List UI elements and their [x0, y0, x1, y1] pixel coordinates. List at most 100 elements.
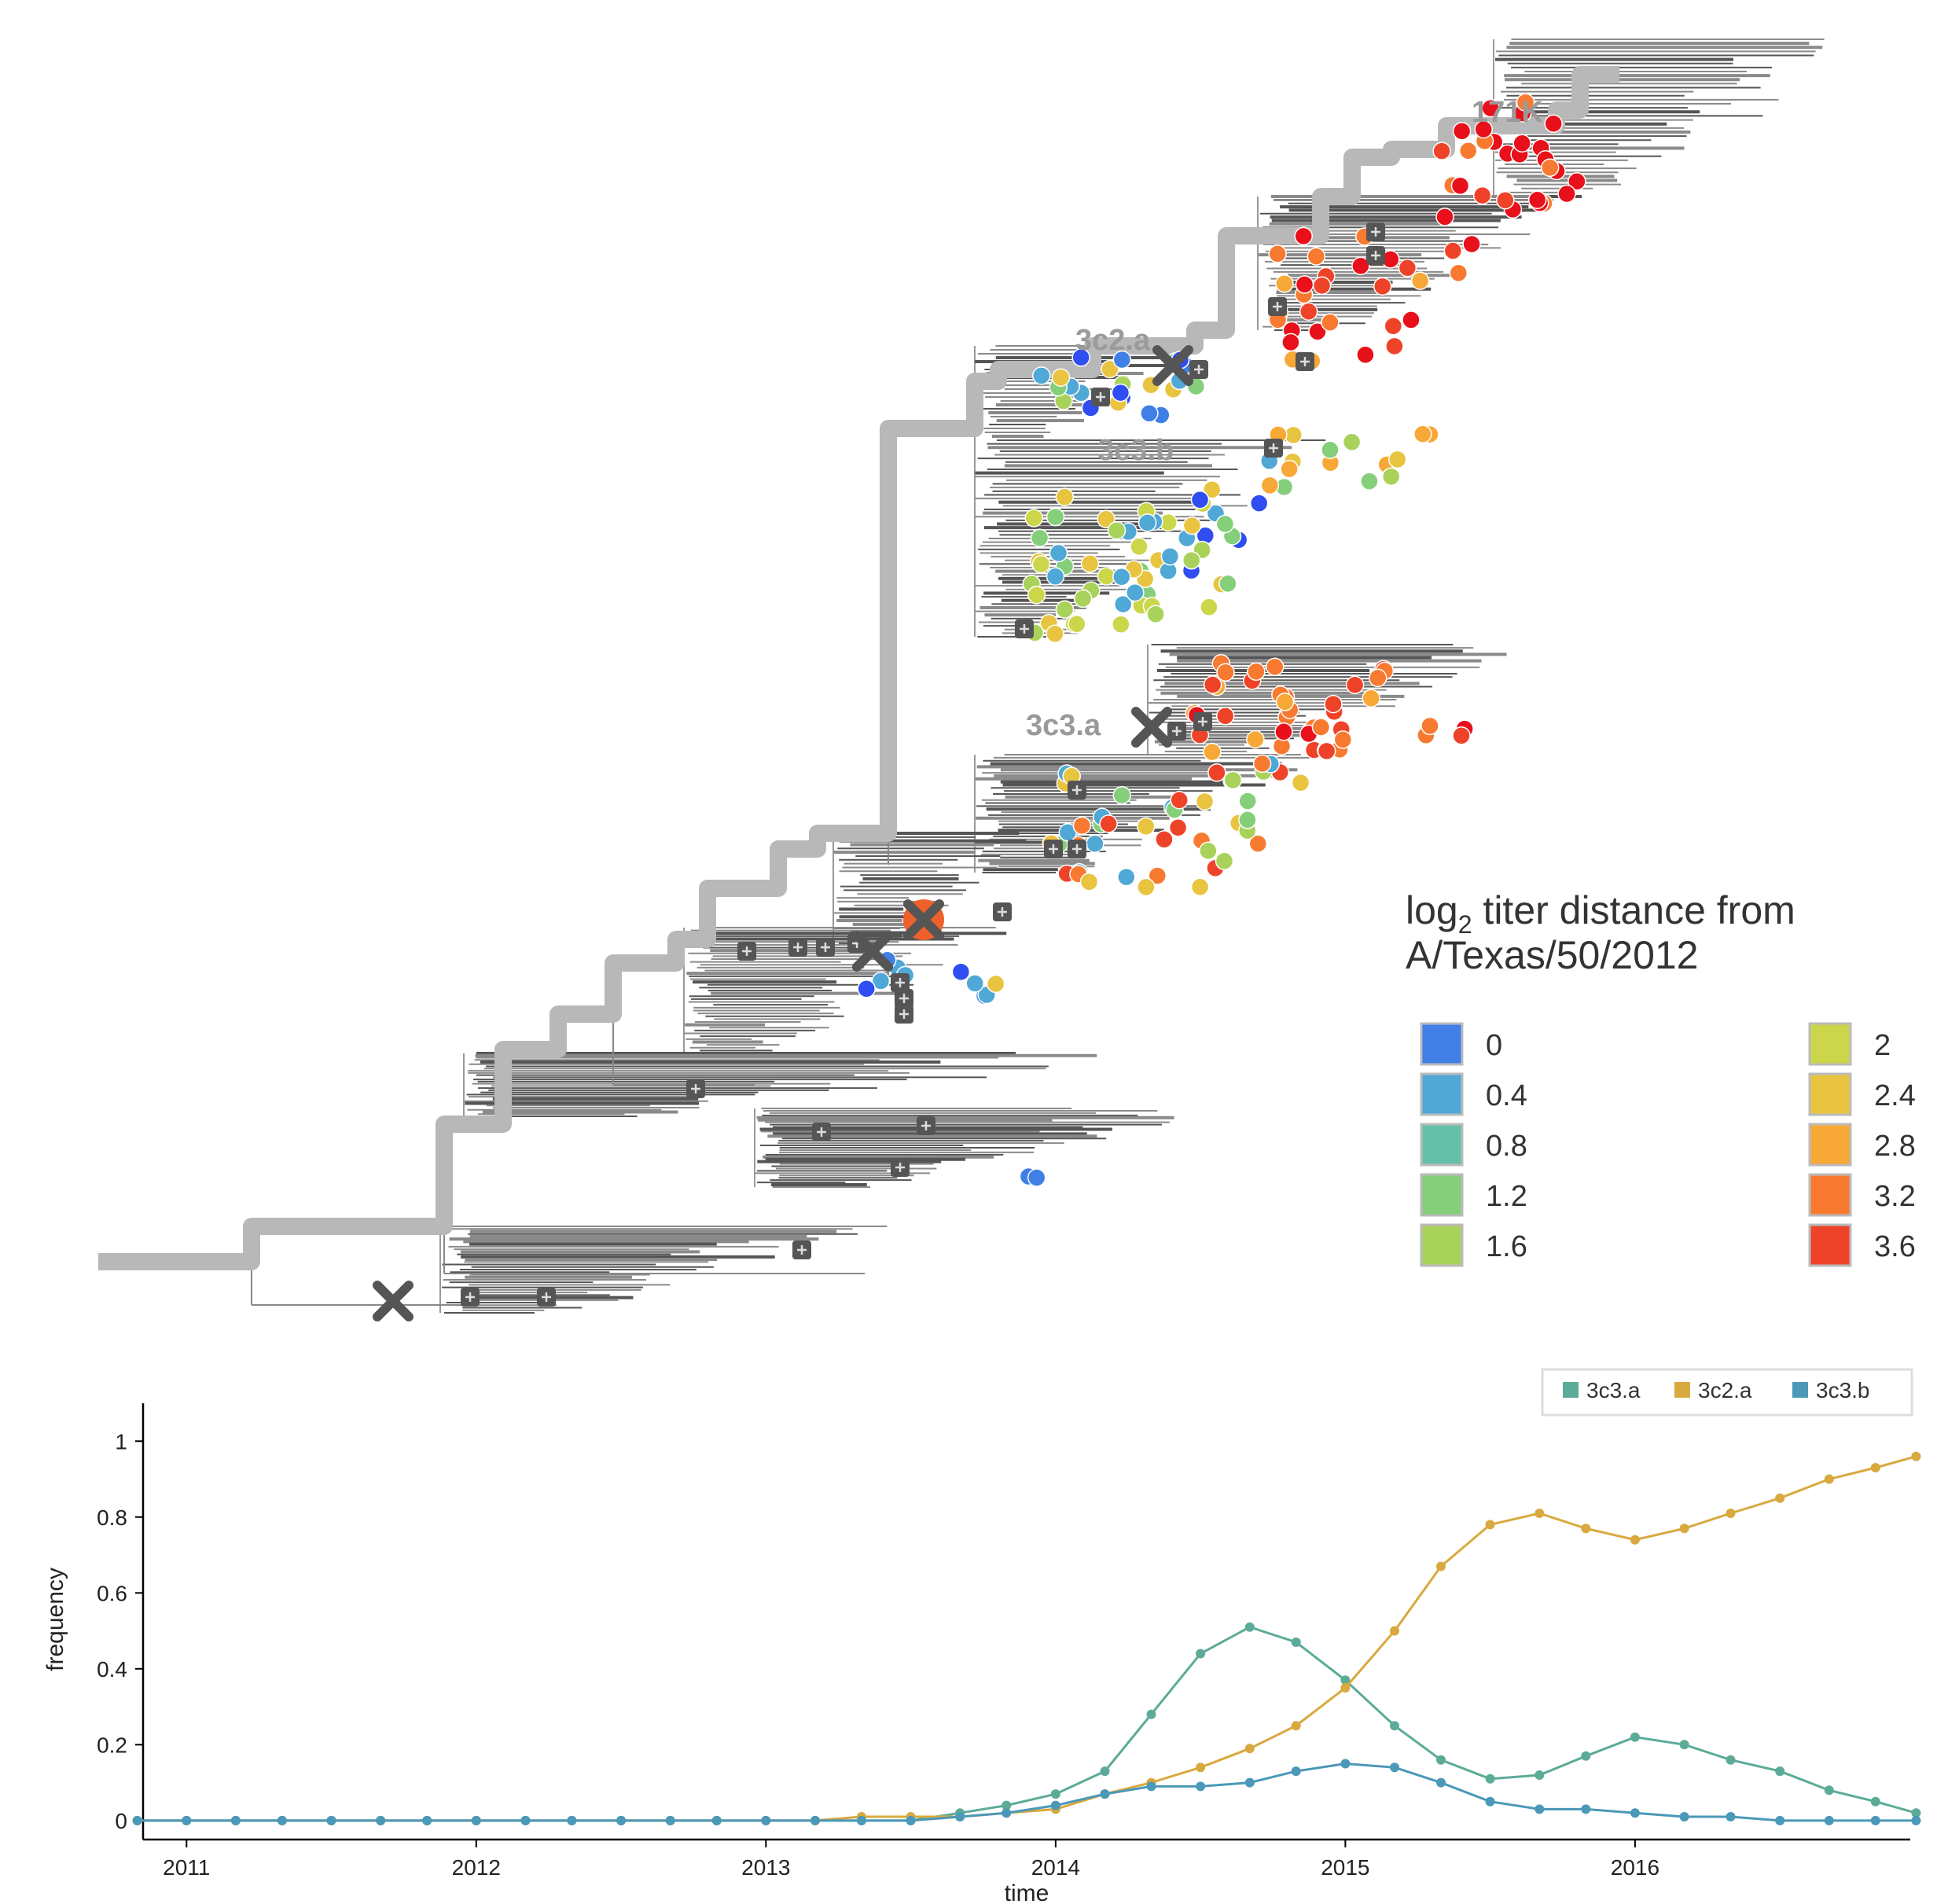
- legend-entry: 0: [1420, 1022, 1502, 1066]
- series-3c2.a: [132, 1451, 1921, 1825]
- series-point: [1824, 1815, 1834, 1825]
- trunk-path: [98, 66, 1619, 1270]
- tree-tip: [1452, 726, 1471, 745]
- legend-swatch: [1420, 1173, 1464, 1217]
- x-tick-label: 2016: [1611, 1855, 1659, 1880]
- legend-swatch: [1808, 1173, 1852, 1217]
- mutation-marker-plus: [899, 1009, 909, 1019]
- tree-tip: [1168, 818, 1188, 837]
- tree-tip: [1373, 277, 1392, 296]
- series-point: [906, 1815, 916, 1825]
- tree-tip: [1160, 546, 1180, 566]
- tree-tip: [1345, 675, 1365, 695]
- tree-tip: [1299, 302, 1318, 321]
- frequency-legend-label: 3c3.b: [1816, 1378, 1870, 1402]
- tree-tip: [1368, 668, 1387, 688]
- mutation-marker-plus: [1300, 357, 1310, 366]
- x-tick-label: 2014: [1031, 1855, 1080, 1880]
- mutation-marker-plus: [742, 946, 752, 956]
- series-point: [1534, 1804, 1545, 1814]
- x-tick-label: 2011: [163, 1855, 210, 1880]
- tree-tip: [1462, 234, 1481, 254]
- series-point: [1870, 1796, 1880, 1807]
- tree-tips: [857, 93, 1586, 1187]
- series-point: [1824, 1474, 1834, 1484]
- series-point: [1340, 1683, 1351, 1693]
- series-point: [230, 1815, 241, 1825]
- tree-tip: [1146, 605, 1165, 624]
- tree-tip: [1248, 834, 1268, 853]
- tree-tip: [1260, 476, 1280, 495]
- y-tick-label: 0.6: [97, 1581, 127, 1605]
- tree-tip: [1458, 141, 1478, 160]
- legend-label: 0.8: [1486, 1130, 1527, 1163]
- legend-label: 1.2: [1486, 1180, 1527, 1213]
- series-line: [137, 1626, 1917, 1822]
- frequency-axes: 0 0.2 0.4 0.6 0.8 1 2011 2012 2013 2014 2015 2016: [97, 1403, 1910, 1880]
- cross-marker: [1131, 707, 1172, 748]
- series-point: [1679, 1740, 1689, 1750]
- mutation-marker-plus: [899, 994, 909, 1003]
- tree-tip: [1356, 345, 1375, 364]
- tree-tip: [965, 974, 984, 993]
- tree-tip: [1215, 514, 1235, 534]
- x-tick-label: 2013: [741, 1855, 790, 1880]
- tree-tip: [1527, 190, 1547, 209]
- mutation-marker-plus: [1049, 844, 1058, 854]
- legend-title-line2: A/Texas/50/2012: [1406, 933, 1699, 977]
- tree-tip: [1051, 368, 1071, 387]
- tree-tip: [1557, 184, 1576, 204]
- series-point: [1196, 1649, 1206, 1659]
- tree-tip: [1435, 208, 1454, 226]
- series-point: [1630, 1535, 1640, 1545]
- tree-tip: [1452, 122, 1472, 141]
- series-3c3.b: [132, 1759, 1921, 1825]
- series-3c3.a: [132, 1622, 1921, 1825]
- tree-tip: [1199, 841, 1218, 861]
- tree-tip: [1360, 472, 1379, 491]
- series-point: [1340, 1759, 1351, 1769]
- tree-tip: [1312, 276, 1332, 296]
- legend-entry: 2.8: [1808, 1123, 1916, 1167]
- series-point: [520, 1815, 531, 1825]
- series-point: [1390, 1721, 1399, 1731]
- tree-tip: [1307, 247, 1326, 266]
- series-point: [1100, 1789, 1110, 1799]
- tree-tip: [1268, 244, 1287, 263]
- series-point: [1436, 1755, 1446, 1765]
- series-point: [1050, 1789, 1060, 1799]
- tree-tip: [1207, 763, 1226, 782]
- series-point: [1244, 1777, 1255, 1788]
- tree-tip: [1072, 816, 1092, 835]
- mutation-marker-plus: [895, 1163, 905, 1172]
- legend-label: 2: [1874, 1029, 1891, 1062]
- tree-tip: [1112, 615, 1130, 634]
- frequency-legend-swatch: [1563, 1382, 1579, 1398]
- tree-tip: [1321, 313, 1340, 332]
- tree-tip: [1308, 322, 1327, 341]
- mutation-marker-plus: [1172, 726, 1182, 736]
- legend-label: 3.6: [1874, 1230, 1916, 1263]
- tree-tip: [1223, 770, 1243, 790]
- series-point: [1291, 1721, 1301, 1731]
- tree-tip: [1238, 810, 1257, 829]
- frequency-series: [132, 1451, 1921, 1825]
- series-point: [1581, 1524, 1591, 1534]
- tree-tip: [1247, 662, 1266, 682]
- series-point: [182, 1815, 192, 1825]
- tree-tip: [1055, 487, 1075, 507]
- frequency-legend-item: 3c3.b: [1792, 1378, 1870, 1402]
- tree-tip: [1311, 718, 1331, 737]
- y-tick-label: 0.8: [97, 1505, 127, 1530]
- series-point: [132, 1815, 142, 1825]
- tree-tip: [1086, 834, 1104, 853]
- tree-tip: [1202, 480, 1222, 499]
- frequency-legend-label: 3c3.a: [1586, 1378, 1641, 1402]
- tree-tip: [1216, 663, 1235, 682]
- tree-tip: [871, 972, 891, 991]
- tree-tip: [1068, 614, 1086, 634]
- tree-tip: [1031, 555, 1051, 574]
- legend-label: 1.6: [1486, 1230, 1527, 1263]
- mutation-marker-plus: [1198, 717, 1207, 726]
- legend-swatch: [1808, 1223, 1852, 1267]
